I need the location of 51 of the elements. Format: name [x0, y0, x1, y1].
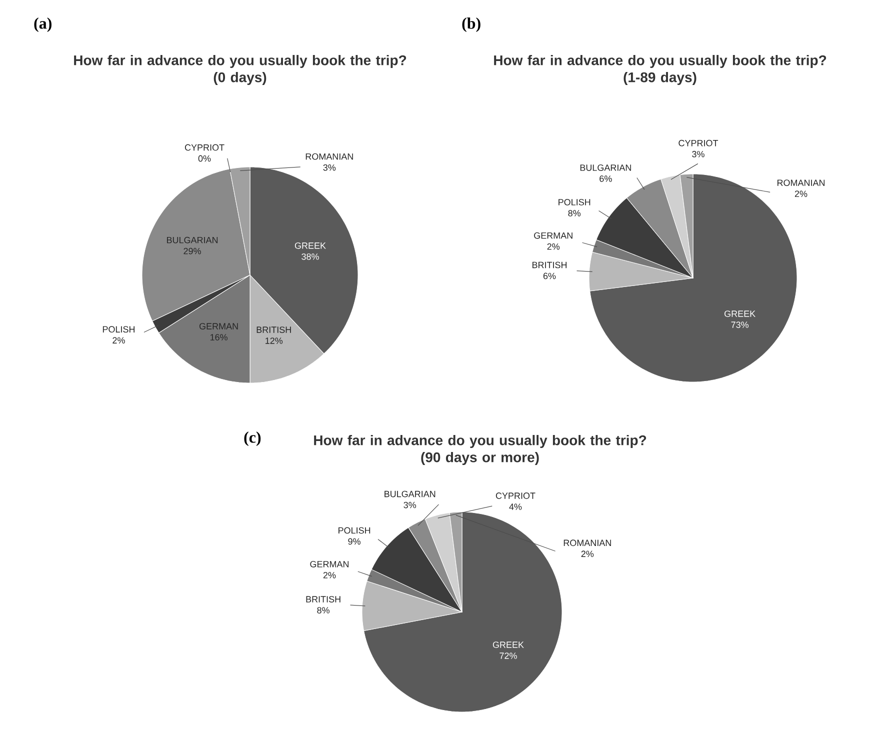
- slice-label: BULGARIAN: [580, 164, 631, 171]
- data-label: 12%: [266, 338, 283, 344]
- category-label: CYPRIOT: [184, 144, 224, 151]
- data-label: 2%: [581, 550, 594, 558]
- data-label: 2%: [547, 243, 560, 250]
- slice-label: GERMAN: [199, 323, 238, 330]
- chart-subtitle: (1-89 days): [624, 72, 696, 86]
- slice-label: GREEK: [724, 310, 756, 317]
- data-label: 2%: [794, 190, 808, 197]
- chart-title: How far in advance do you usually book the trip?: [494, 54, 826, 68]
- slice-label: POLISH: [338, 527, 370, 534]
- slice-label: BRITISH: [256, 326, 291, 333]
- chart-title: How far in advance do you usually book the trip?: [314, 434, 646, 448]
- slice-label: ROMANIAN: [306, 153, 353, 160]
- slice-label: ROMANIAN: [777, 180, 825, 186]
- text: (b): [462, 18, 480, 32]
- data-label: 2%: [112, 337, 125, 344]
- data-label: 3%: [404, 502, 416, 508]
- chart-subtitle: (0 days): [214, 72, 266, 86]
- slice-label: BRITISH: [532, 262, 567, 268]
- slice-label: BULGARIAN: [166, 236, 218, 244]
- data-label: 73%: [731, 322, 749, 328]
- slice-label: CYPRIOT: [678, 140, 718, 146]
- chart-title: How far in advance do you usually book the trip?: [74, 54, 406, 68]
- data-label: 6%: [543, 272, 556, 280]
- data-label: 29%: [184, 248, 201, 254]
- slice-label: GERMAN: [310, 560, 349, 568]
- data-label: 2%: [323, 572, 336, 578]
- slice-label: GERMAN: [534, 232, 572, 239]
- slice-label: POLISH: [558, 199, 590, 206]
- data-label: 16%: [210, 334, 228, 340]
- chart-subtitle: (90 days or more): [421, 452, 539, 466]
- data-label: 38%: [302, 253, 319, 260]
- data-label: 72%: [500, 652, 517, 659]
- data-label: 6%: [600, 175, 612, 182]
- data-label: 8%: [568, 210, 581, 216]
- slice-label: BRITISH: [306, 596, 340, 602]
- slice-label: GREEK: [492, 642, 524, 648]
- text: (c): [244, 432, 261, 446]
- data-label: 4%: [509, 504, 522, 510]
- data-label: 3%: [323, 164, 336, 171]
- text: 0%: [198, 155, 211, 162]
- slice-label: BULGARIAN: [384, 490, 436, 498]
- slice-label: POLISH: [102, 326, 135, 333]
- slice-label: CYPRIOT: [496, 492, 536, 499]
- data-label: 9%: [348, 538, 360, 545]
- slice-label: GREEK: [294, 242, 326, 249]
- data-label: 3%: [692, 150, 704, 158]
- slice-label: ROMANIAN: [564, 540, 611, 546]
- text: (a): [34, 18, 52, 32]
- data-label: 8%: [317, 607, 330, 614]
